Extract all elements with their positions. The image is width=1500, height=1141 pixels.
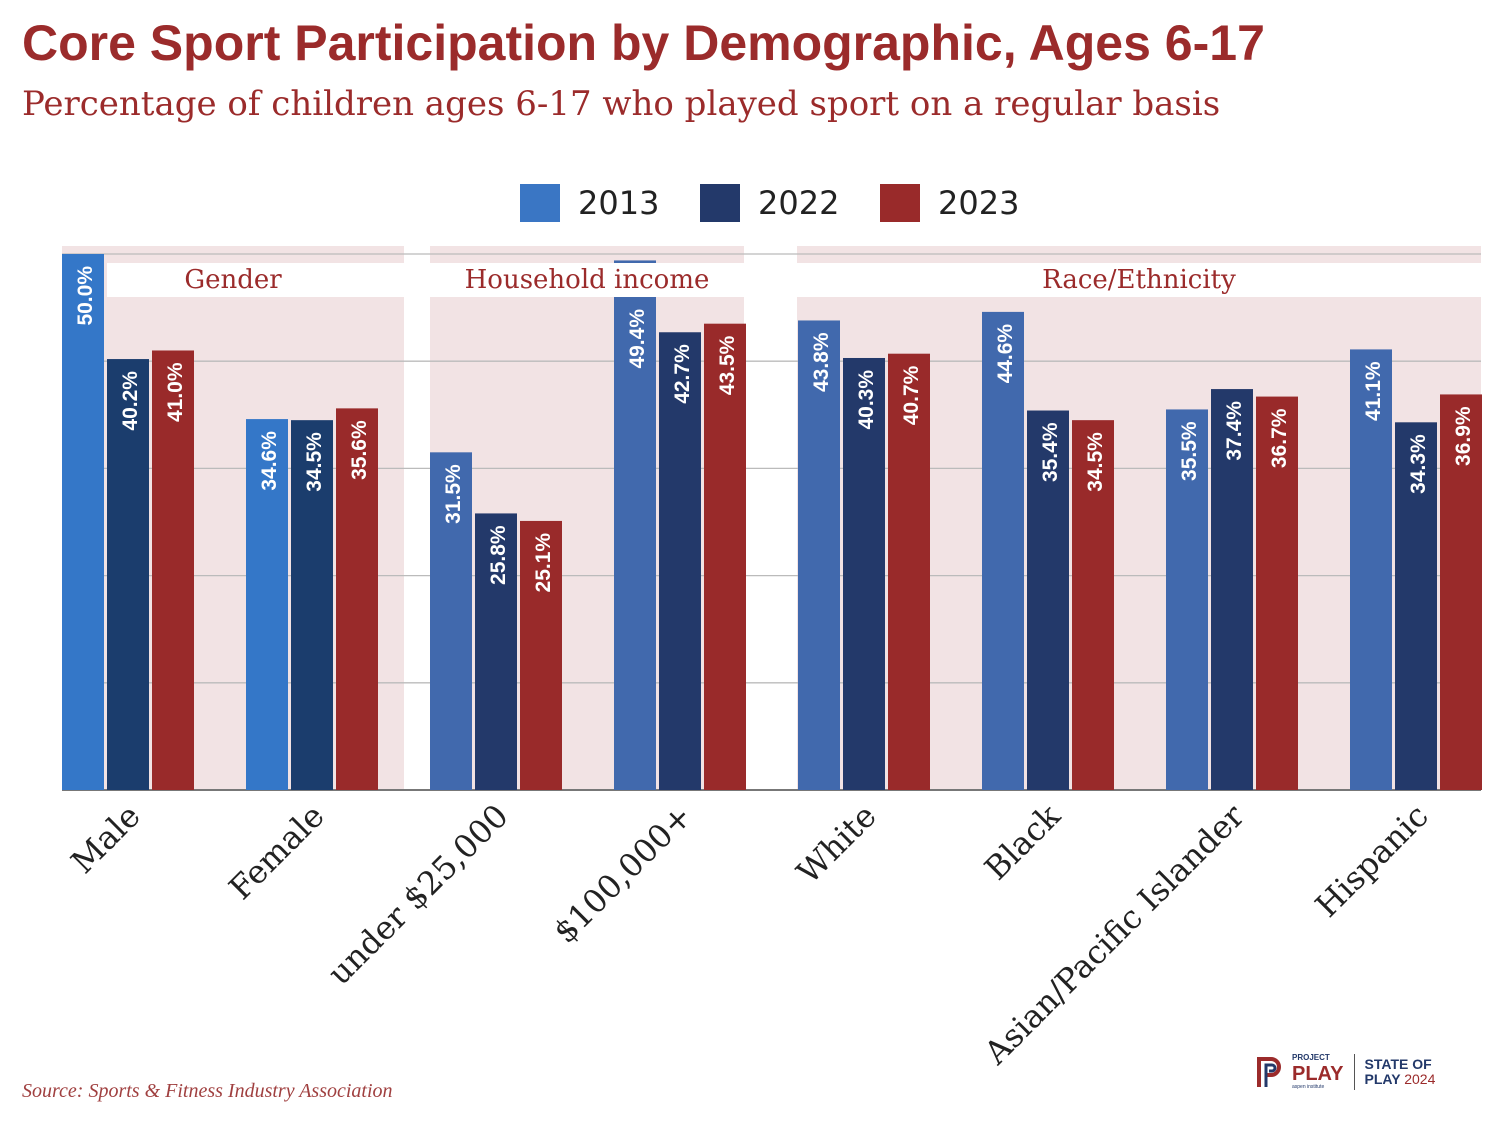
bar-2013 xyxy=(614,260,656,790)
data-label: 50.0% xyxy=(74,266,97,326)
bar-2013 xyxy=(1166,409,1208,790)
group-label-band xyxy=(797,263,1481,297)
chart-title: Core Sport Participation by Demographic,… xyxy=(22,15,1265,71)
bar-2022 xyxy=(1211,389,1253,790)
x-tick-label: White xyxy=(789,797,883,891)
bar-2013 xyxy=(798,320,840,790)
data-label: 25.8% xyxy=(487,525,510,585)
data-label: 34.5% xyxy=(1084,432,1107,492)
bar-2023 xyxy=(888,353,930,790)
data-label: 44.6% xyxy=(994,324,1017,384)
logo-aspen: aspen institute xyxy=(1292,1083,1325,1090)
data-label: 40.2% xyxy=(119,371,142,431)
logo-play2: PLAY xyxy=(1364,1071,1401,1088)
x-tick-label: $100,000+ xyxy=(546,797,700,951)
bar-2022 xyxy=(1027,410,1069,790)
data-label: 40.7% xyxy=(900,365,923,425)
data-label: 40.3% xyxy=(855,370,878,430)
project-play-logo: PROJECT PLAY aspen institute STATE OF PL… xyxy=(1256,1053,1436,1091)
group-label-band xyxy=(107,263,404,297)
legend-label: 2023 xyxy=(938,184,1019,222)
legend-label: 2022 xyxy=(758,184,839,222)
data-label: 41.1% xyxy=(1362,361,1385,421)
data-label: 25.1% xyxy=(532,533,555,593)
bar-2023 xyxy=(1440,394,1482,790)
data-label: 35.4% xyxy=(1039,422,1062,482)
legend-label: 2013 xyxy=(578,184,659,222)
x-tick-label: Hispanic xyxy=(1308,797,1436,925)
bar-2022 xyxy=(1395,422,1437,790)
bar-2013 xyxy=(982,311,1024,790)
bar-2023 xyxy=(704,323,746,790)
data-label: 35.6% xyxy=(348,420,371,480)
bar-2013 xyxy=(430,452,472,790)
data-label: 34.6% xyxy=(258,431,281,491)
bar-2023 xyxy=(336,408,378,790)
bar-2022 xyxy=(475,513,517,790)
logo-project: PROJECT xyxy=(1292,1053,1330,1062)
x-tick-label: under $25,000 xyxy=(320,797,515,992)
x-tick-label: Black xyxy=(977,796,1068,887)
data-label: 37.4% xyxy=(1223,401,1246,461)
bar-2022 xyxy=(291,420,333,790)
data-label: 36.9% xyxy=(1452,406,1475,466)
bar-2023 xyxy=(152,350,194,790)
bar-2022 xyxy=(843,357,885,790)
x-tick-label: Female xyxy=(221,797,331,907)
data-label: 49.4% xyxy=(626,309,649,369)
bar-2022 xyxy=(659,332,701,790)
data-label: 34.3% xyxy=(1407,434,1430,494)
data-label: 31.5% xyxy=(442,464,465,524)
logo-year: 2024 xyxy=(1404,1071,1436,1088)
data-label: 43.5% xyxy=(716,335,739,395)
data-label: 34.5% xyxy=(303,432,326,492)
logo-play: PLAY xyxy=(1292,1062,1344,1085)
data-label: 36.7% xyxy=(1268,408,1291,468)
legend-swatch-2013 xyxy=(520,184,560,222)
data-label: 42.7% xyxy=(671,344,694,404)
x-tick-label: Male xyxy=(64,797,148,881)
legend-swatch-2022 xyxy=(700,184,740,222)
data-label: 35.5% xyxy=(1178,421,1201,481)
data-label: 41.0% xyxy=(164,362,187,422)
group-label-band xyxy=(430,263,744,297)
data-label: 43.8% xyxy=(810,332,833,392)
bar-2023 xyxy=(1072,420,1114,790)
bar-2023 xyxy=(1256,396,1298,790)
bar-2013 xyxy=(62,254,104,790)
project-play-logo-icon xyxy=(1257,1057,1281,1088)
chart-subtitle: Percentage of children ages 6-17 who pla… xyxy=(22,84,1221,124)
group-label: Gender xyxy=(184,265,282,295)
group-label: Household income xyxy=(465,265,710,295)
bar-2013 xyxy=(1350,349,1392,790)
logo-state-of: STATE OF xyxy=(1364,1056,1432,1073)
bar-2023 xyxy=(520,520,562,790)
legend-swatch-2023 xyxy=(880,184,920,222)
source-note: Source: Sports & Fitness Industry Associ… xyxy=(22,1080,393,1102)
bar-2013 xyxy=(246,419,288,790)
group-label: Race/Ethnicity xyxy=(1042,265,1236,295)
bar-2022 xyxy=(107,359,149,790)
